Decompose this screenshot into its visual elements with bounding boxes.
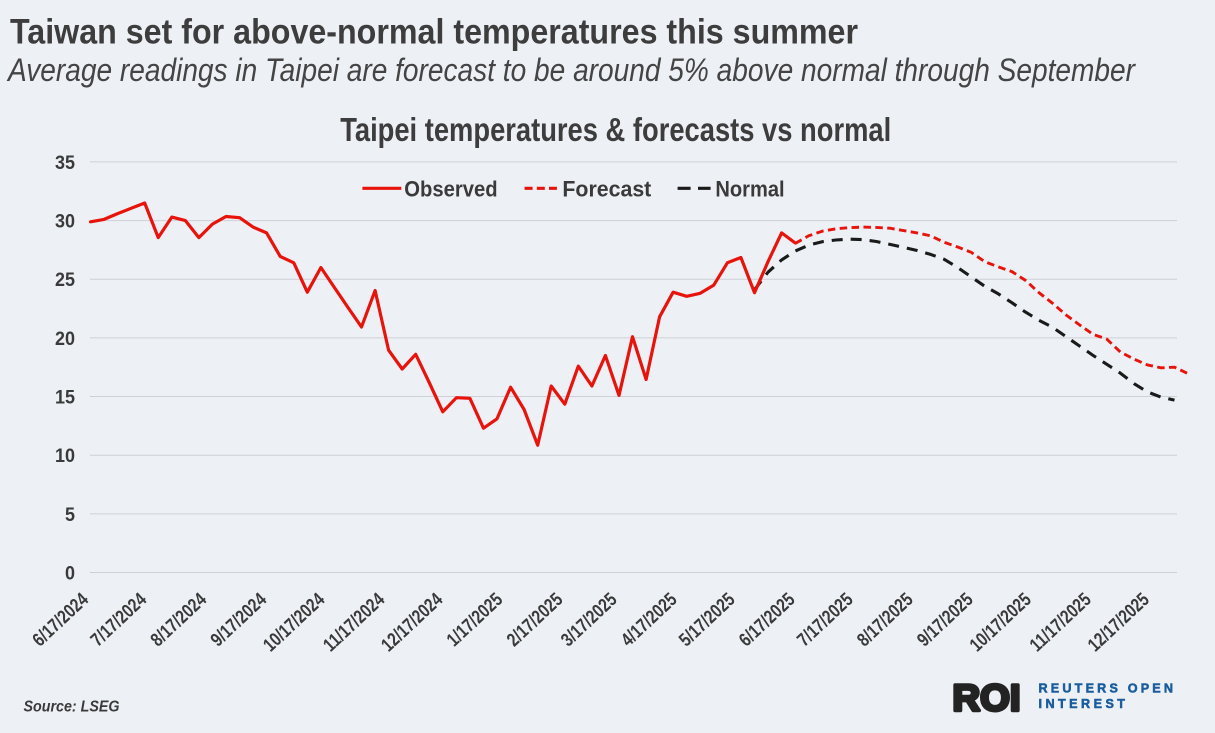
svg-text:Taiwan set for above-normal te: Taiwan set for above-normal temperatures… (10, 13, 858, 52)
svg-text:10/17/2025: 10/17/2025 (966, 589, 1036, 656)
svg-text:15: 15 (55, 386, 75, 408)
svg-text:ROI: ROI (953, 677, 1021, 719)
svg-text:5/17/2025: 5/17/2025 (675, 589, 739, 651)
svg-text:2/17/2025: 2/17/2025 (503, 589, 567, 651)
svg-text:10: 10 (55, 445, 75, 467)
svg-text:REUTERS OPEN: REUTERS OPEN (1039, 682, 1174, 696)
svg-text:6/17/2024: 6/17/2024 (29, 589, 93, 651)
svg-text:30: 30 (55, 211, 75, 233)
svg-text:4/17/2025: 4/17/2025 (617, 589, 681, 651)
svg-text:0: 0 (65, 562, 75, 584)
svg-text:Source: LSEG: Source: LSEG (24, 698, 120, 715)
svg-text:7/17/2024: 7/17/2024 (87, 589, 151, 651)
svg-text:3/17/2025: 3/17/2025 (557, 589, 621, 651)
svg-text:8/17/2024: 8/17/2024 (147, 589, 211, 651)
svg-text:35: 35 (55, 152, 75, 174)
svg-text:Average readings in Taipei are: Average readings in Taipei are forecast … (6, 52, 1136, 88)
svg-text:Forecast: Forecast (562, 176, 651, 201)
svg-text:11/17/2024: 11/17/2024 (320, 589, 390, 656)
svg-text:8/17/2025: 8/17/2025 (853, 589, 917, 651)
svg-text:11/17/2025: 11/17/2025 (1026, 589, 1096, 656)
svg-text:Taipei temperatures & forecast: Taipei temperatures & forecasts vs norma… (340, 111, 891, 148)
svg-text:10/17/2024: 10/17/2024 (260, 589, 330, 656)
svg-text:INTEREST: INTEREST (1039, 697, 1126, 711)
svg-text:25: 25 (55, 269, 75, 291)
svg-text:6/17/2025: 6/17/2025 (735, 589, 799, 651)
svg-text:1/17/2025: 1/17/2025 (443, 589, 507, 651)
svg-text:12/17/2024: 12/17/2024 (378, 589, 448, 656)
svg-text:Normal: Normal (715, 176, 784, 201)
svg-text:20: 20 (55, 328, 75, 350)
svg-text:5: 5 (65, 504, 75, 526)
svg-text:Observed: Observed (404, 176, 497, 201)
svg-text:12/17/2025: 12/17/2025 (1084, 589, 1154, 656)
svg-text:7/17/2025: 7/17/2025 (793, 589, 857, 651)
